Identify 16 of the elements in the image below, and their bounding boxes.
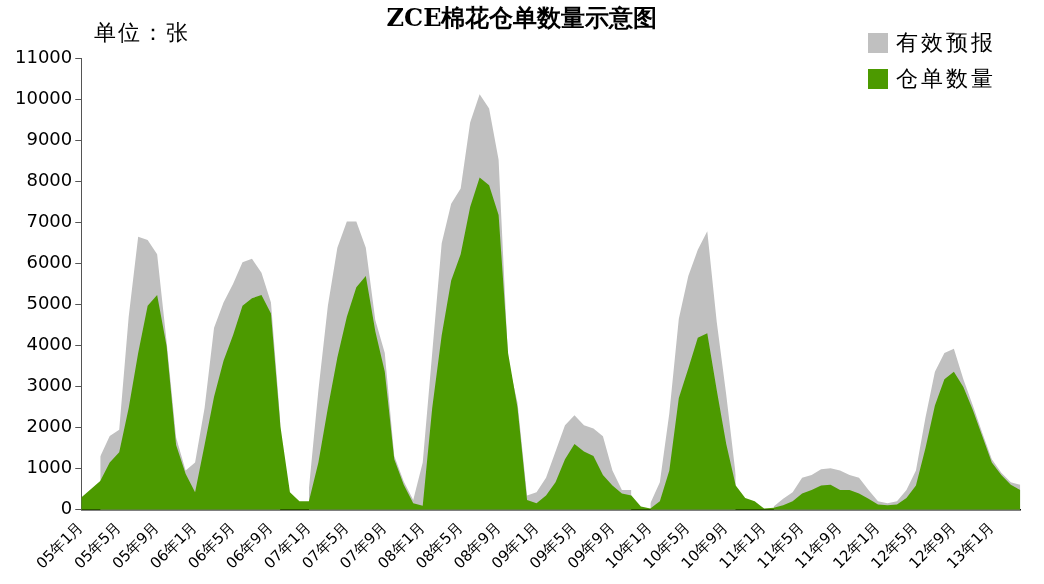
y-tick-label: 5000 [26, 292, 73, 314]
y-tick-label: 10000 [15, 86, 73, 108]
y-tick-label: 7000 [26, 209, 73, 231]
y-tick-label: 2000 [26, 415, 73, 437]
y-tick-label: 9000 [26, 127, 73, 149]
y-tick-label: 3000 [26, 374, 73, 396]
y-tick-label: 0 [60, 497, 73, 519]
y-tick-label: 1000 [26, 456, 73, 478]
y-tick-label: 8000 [26, 168, 73, 190]
y-tick-label: 4000 [26, 333, 73, 355]
legend-label: 有效预报 [896, 29, 996, 57]
y-tick-label: 6000 [26, 251, 73, 273]
legend-label: 仓单数量 [896, 65, 996, 93]
y-axis-title: 单位：张 [94, 19, 190, 47]
chart-title: ZCE棉花仓单数量示意图 [386, 3, 658, 32]
y-tick-label: 11000 [15, 45, 73, 67]
